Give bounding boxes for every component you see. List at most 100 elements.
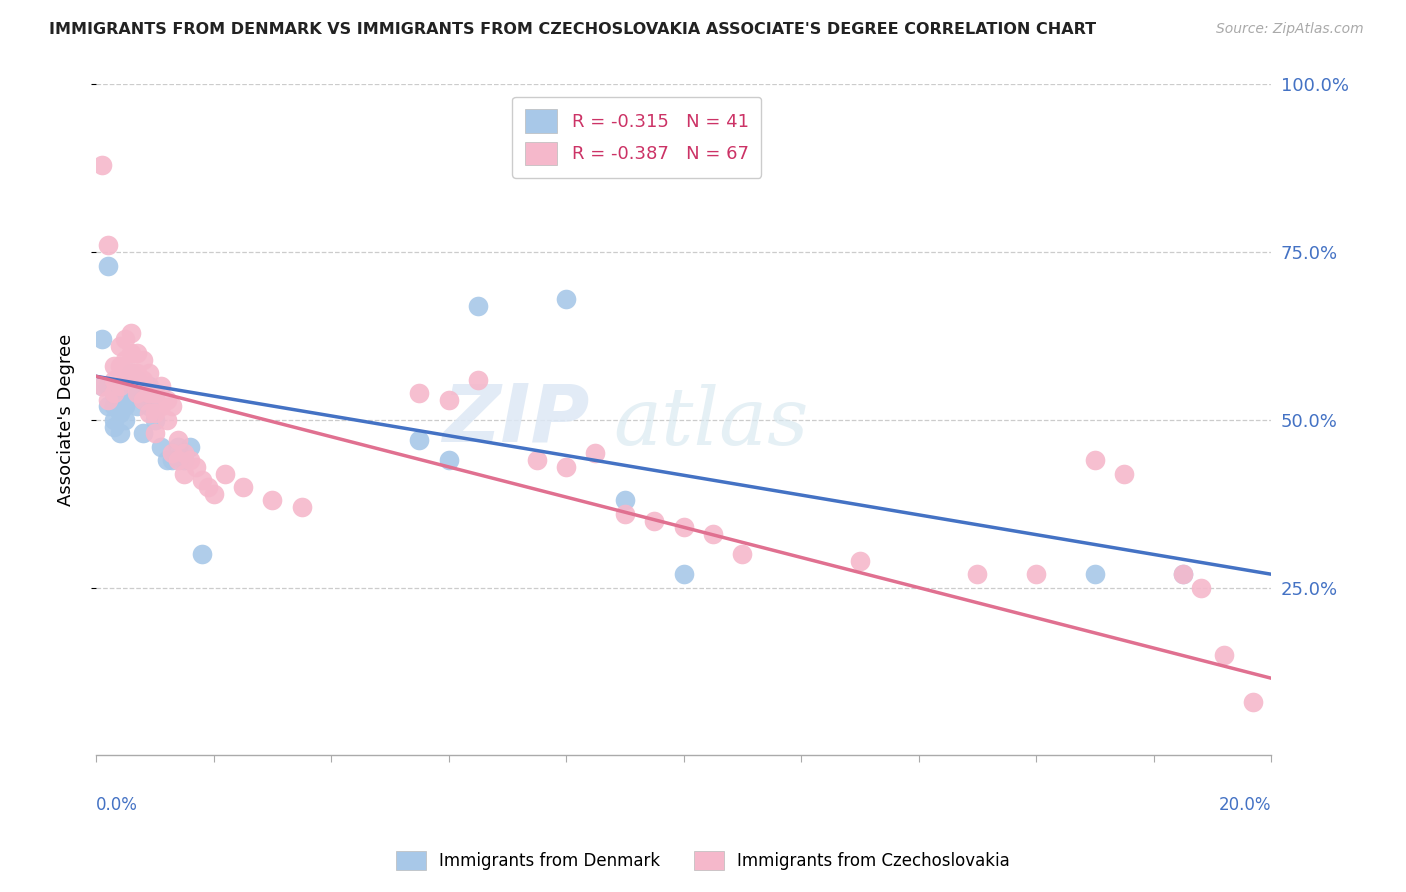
Point	[90, 158, 112, 172]
Point	[555, 459, 578, 474]
Point	[613, 493, 636, 508]
Point	[467, 299, 489, 313]
Point	[613, 507, 636, 521]
Text: 0.0%: 0.0%	[96, 796, 138, 814]
Point	[162, 446, 184, 460]
Point	[127, 386, 149, 401]
Point	[1171, 567, 1194, 582]
Point	[138, 400, 160, 414]
Point	[114, 400, 136, 414]
Point	[132, 373, 155, 387]
Point	[179, 440, 201, 454]
Point	[179, 453, 201, 467]
Point	[138, 406, 160, 420]
Point	[191, 473, 214, 487]
Point	[184, 459, 207, 474]
Point	[90, 379, 112, 393]
Point	[103, 400, 125, 414]
Point	[97, 379, 120, 393]
Point	[526, 453, 548, 467]
Point	[1189, 581, 1212, 595]
Point	[103, 386, 125, 401]
Point	[966, 567, 988, 582]
Point	[702, 527, 724, 541]
Y-axis label: Associate's Degree: Associate's Degree	[58, 334, 75, 506]
Point	[162, 400, 184, 414]
Point	[167, 433, 190, 447]
Point	[114, 332, 136, 346]
Point	[127, 346, 149, 360]
Point	[149, 440, 172, 454]
Point	[583, 446, 606, 460]
Legend: R = -0.315   N = 41, R = -0.387   N = 67: R = -0.315 N = 41, R = -0.387 N = 67	[512, 97, 761, 178]
Point	[143, 413, 166, 427]
Point	[127, 373, 149, 387]
Point	[155, 392, 177, 407]
Point	[149, 379, 172, 393]
Point	[162, 453, 184, 467]
Point	[408, 433, 430, 447]
Point	[90, 379, 112, 393]
Text: 20.0%: 20.0%	[1219, 796, 1271, 814]
Point	[1084, 453, 1107, 467]
Text: ZIP: ZIP	[441, 381, 589, 458]
Point	[155, 453, 177, 467]
Point	[1213, 648, 1236, 662]
Point	[97, 238, 120, 252]
Point	[262, 493, 284, 508]
Point	[1084, 567, 1107, 582]
Point	[114, 413, 136, 427]
Point	[555, 292, 578, 306]
Point	[127, 366, 149, 380]
Legend: Immigrants from Denmark, Immigrants from Czechoslovakia: Immigrants from Denmark, Immigrants from…	[389, 844, 1017, 877]
Point	[214, 467, 236, 481]
Point	[132, 392, 155, 407]
Point	[132, 426, 155, 441]
Point	[108, 426, 131, 441]
Point	[149, 400, 172, 414]
Text: IMMIGRANTS FROM DENMARK VS IMMIGRANTS FROM CZECHOSLOVAKIA ASSOCIATE'S DEGREE COR: IMMIGRANTS FROM DENMARK VS IMMIGRANTS FR…	[49, 22, 1097, 37]
Point	[103, 359, 125, 374]
Point	[120, 366, 142, 380]
Point	[103, 373, 125, 387]
Point	[167, 440, 190, 454]
Point	[120, 366, 142, 380]
Text: atlas: atlas	[613, 384, 808, 462]
Point	[1243, 695, 1265, 709]
Point	[155, 413, 177, 427]
Point	[90, 332, 112, 346]
Point	[167, 453, 190, 467]
Point	[191, 547, 214, 561]
Point	[197, 480, 219, 494]
Point	[291, 500, 314, 515]
Point	[103, 419, 125, 434]
Point	[143, 386, 166, 401]
Point	[114, 373, 136, 387]
Point	[138, 386, 160, 401]
Point	[108, 339, 131, 353]
Point	[138, 379, 160, 393]
Point	[437, 453, 460, 467]
Point	[143, 406, 166, 420]
Point	[108, 392, 131, 407]
Point	[437, 392, 460, 407]
Point	[202, 486, 225, 500]
Point	[173, 467, 195, 481]
Point	[643, 514, 665, 528]
Point	[1114, 467, 1136, 481]
Point	[120, 326, 142, 340]
Point	[672, 567, 695, 582]
Point	[731, 547, 754, 561]
Point	[1025, 567, 1047, 582]
Point	[467, 373, 489, 387]
Point	[120, 379, 142, 393]
Point	[849, 554, 872, 568]
Point	[672, 520, 695, 534]
Point	[97, 259, 120, 273]
Point	[120, 346, 142, 360]
Point	[97, 392, 120, 407]
Point	[173, 453, 195, 467]
Point	[1171, 567, 1194, 582]
Point	[127, 400, 149, 414]
Point	[143, 426, 166, 441]
